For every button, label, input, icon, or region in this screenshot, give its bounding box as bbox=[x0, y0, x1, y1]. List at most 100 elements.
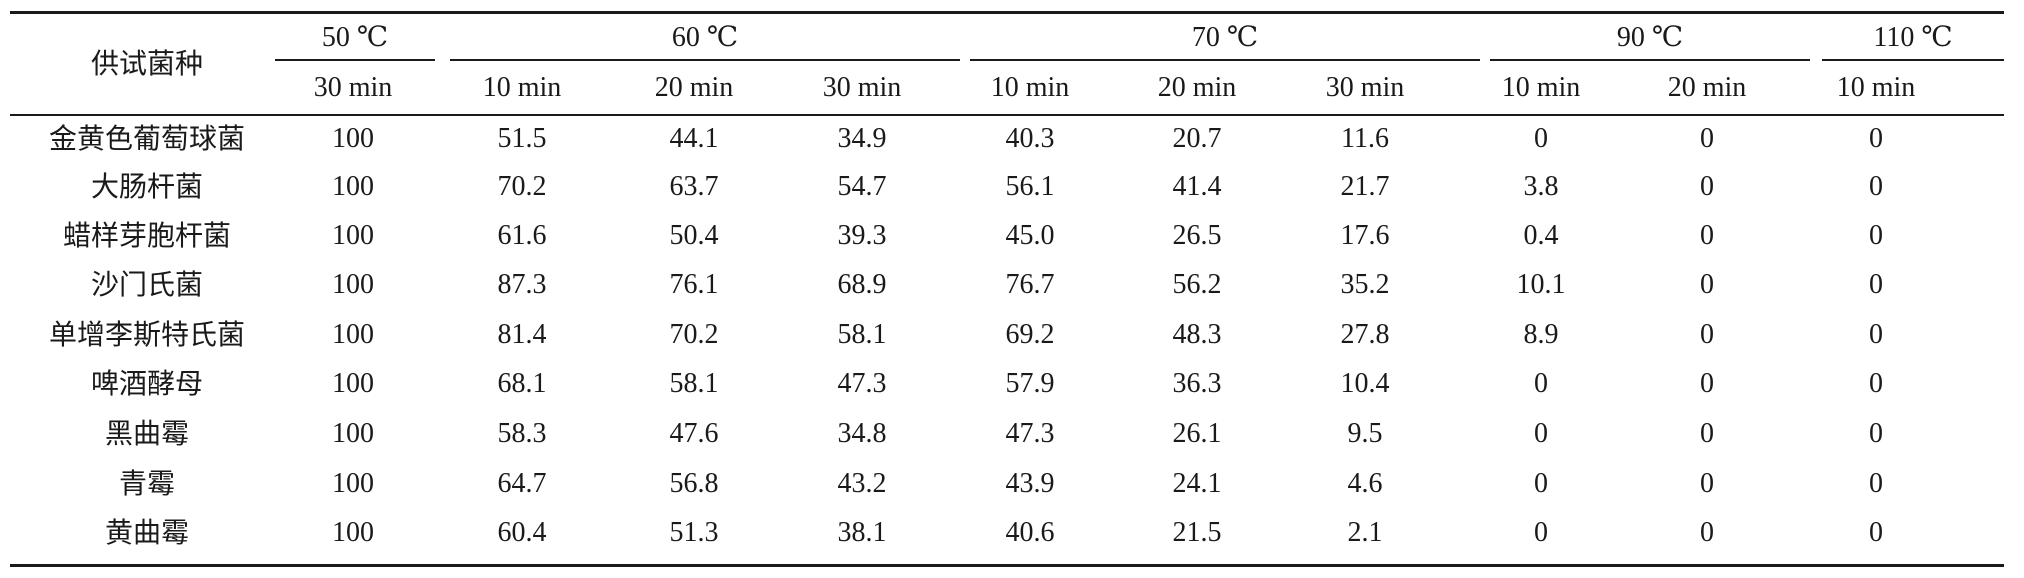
table-cell: 64.7 bbox=[497, 468, 547, 499]
duration-header: 10 min bbox=[1836, 72, 1916, 103]
table-cell: 0 bbox=[1534, 123, 1548, 154]
table-cell: 68.9 bbox=[837, 269, 887, 300]
table-cell: 43.2 bbox=[837, 468, 887, 499]
strain-name: 金黄色葡萄球菌 bbox=[48, 122, 246, 155]
table-cell: 68.1 bbox=[497, 368, 547, 399]
table-cell: 0 bbox=[1869, 517, 1883, 548]
table-cell: 0.4 bbox=[1523, 220, 1559, 251]
strain-name: 黄曲霉 bbox=[104, 516, 190, 549]
table-cell: 2.1 bbox=[1347, 517, 1383, 548]
table-cell: 76.7 bbox=[1005, 269, 1055, 300]
table-cell: 0 bbox=[1700, 269, 1714, 300]
table-cell: 0 bbox=[1700, 171, 1714, 202]
table-cell: 100 bbox=[332, 123, 374, 154]
table-cell: 63.7 bbox=[669, 171, 719, 202]
table-cell: 0 bbox=[1869, 418, 1883, 449]
strain-name: 黑曲霉 bbox=[104, 417, 190, 450]
table-cell: 40.6 bbox=[1005, 517, 1055, 548]
table-cell: 17.6 bbox=[1340, 220, 1390, 251]
table-cell: 0 bbox=[1869, 319, 1883, 350]
table-cell: 0 bbox=[1700, 468, 1714, 499]
duration-header: 30 min bbox=[1325, 72, 1405, 103]
table-cell: 100 bbox=[332, 220, 374, 251]
table-cell: 81.4 bbox=[497, 319, 547, 350]
table-cell: 20.7 bbox=[1172, 123, 1222, 154]
table-cell: 0 bbox=[1869, 368, 1883, 399]
table-cell: 44.1 bbox=[669, 123, 719, 154]
table-cell: 10.4 bbox=[1340, 368, 1390, 399]
table-cell: 34.9 bbox=[837, 123, 887, 154]
table-cell: 40.3 bbox=[1005, 123, 1055, 154]
table-cell: 11.6 bbox=[1341, 123, 1389, 154]
table-cell: 56.8 bbox=[669, 468, 719, 499]
temperature-group-rule bbox=[970, 59, 1480, 61]
temperature-group-rule bbox=[450, 59, 960, 61]
table-cell: 8.9 bbox=[1523, 319, 1559, 350]
temperature-header: 70 ℃ bbox=[1191, 22, 1259, 53]
table-cell: 41.4 bbox=[1172, 171, 1222, 202]
table-cell: 70.2 bbox=[669, 319, 719, 350]
table-cell: 0 bbox=[1700, 517, 1714, 548]
table-cell: 69.2 bbox=[1005, 319, 1055, 350]
strain-name: 蜡样芽胞杆菌 bbox=[62, 219, 232, 252]
duration-header: 30 min bbox=[822, 72, 902, 103]
table-cell: 50.4 bbox=[669, 220, 719, 251]
table-cell: 0 bbox=[1700, 220, 1714, 251]
table-cell: 45.0 bbox=[1005, 220, 1055, 251]
table-cell: 51.3 bbox=[669, 517, 719, 548]
table-cell: 51.5 bbox=[497, 123, 547, 154]
table-cell: 26.1 bbox=[1172, 418, 1222, 449]
duration-header: 20 min bbox=[1667, 72, 1747, 103]
temperature-header: 50 ℃ bbox=[321, 22, 389, 53]
table-cell: 47.6 bbox=[669, 418, 719, 449]
table-cell: 58.1 bbox=[837, 319, 887, 350]
duration-header: 10 min bbox=[1501, 72, 1581, 103]
table-cell: 56.2 bbox=[1172, 269, 1222, 300]
table-cell: 100 bbox=[332, 319, 374, 350]
table-cell: 70.2 bbox=[497, 171, 547, 202]
table-cell: 76.1 bbox=[669, 269, 719, 300]
table-cell: 58.3 bbox=[497, 418, 547, 449]
table-cell: 100 bbox=[332, 269, 374, 300]
table-cell: 27.8 bbox=[1340, 319, 1390, 350]
table-cell: 100 bbox=[332, 368, 374, 399]
table-cell: 39.3 bbox=[837, 220, 887, 251]
duration-header: 20 min bbox=[1157, 72, 1237, 103]
table-cell: 100 bbox=[332, 171, 374, 202]
table-cell: 24.1 bbox=[1172, 468, 1222, 499]
temperature-group-rule bbox=[1822, 59, 2004, 61]
table-cell: 0 bbox=[1700, 418, 1714, 449]
table-cell: 0 bbox=[1869, 171, 1883, 202]
bottom-rule bbox=[10, 564, 2004, 567]
temperature-group-rule bbox=[275, 59, 435, 61]
duration-header: 10 min bbox=[482, 72, 562, 103]
table-cell: 21.7 bbox=[1340, 171, 1390, 202]
table-cell: 10.1 bbox=[1516, 269, 1566, 300]
table-cell: 0 bbox=[1534, 418, 1548, 449]
table-cell: 56.1 bbox=[1005, 171, 1055, 202]
strain-name: 单增李斯特氏菌 bbox=[48, 318, 246, 351]
table-cell: 9.5 bbox=[1347, 418, 1383, 449]
strain-name: 大肠杆菌 bbox=[90, 170, 204, 203]
table-cell: 0 bbox=[1534, 368, 1548, 399]
table-cell: 36.3 bbox=[1172, 368, 1222, 399]
table-cell: 0 bbox=[1700, 319, 1714, 350]
table-cell: 100 bbox=[332, 418, 374, 449]
table-cell: 0 bbox=[1700, 368, 1714, 399]
table-cell: 100 bbox=[332, 468, 374, 499]
temperature-group-rule bbox=[1490, 59, 1810, 61]
table-cell: 35.2 bbox=[1340, 269, 1390, 300]
table-cell: 21.5 bbox=[1172, 517, 1222, 548]
table-cell: 47.3 bbox=[837, 368, 887, 399]
table-cell: 0 bbox=[1869, 220, 1883, 251]
temperature-header: 60 ℃ bbox=[671, 22, 739, 53]
table-cell: 60.4 bbox=[497, 517, 547, 548]
table-cell: 87.3 bbox=[497, 269, 547, 300]
table-cell: 3.8 bbox=[1523, 171, 1559, 202]
temperature-header: 90 ℃ bbox=[1616, 22, 1684, 53]
table-cell: 100 bbox=[332, 517, 374, 548]
table-cell: 38.1 bbox=[837, 517, 887, 548]
table-cell: 0 bbox=[1534, 468, 1548, 499]
table-cell: 0 bbox=[1869, 123, 1883, 154]
duration-header: 30 min bbox=[313, 72, 393, 103]
